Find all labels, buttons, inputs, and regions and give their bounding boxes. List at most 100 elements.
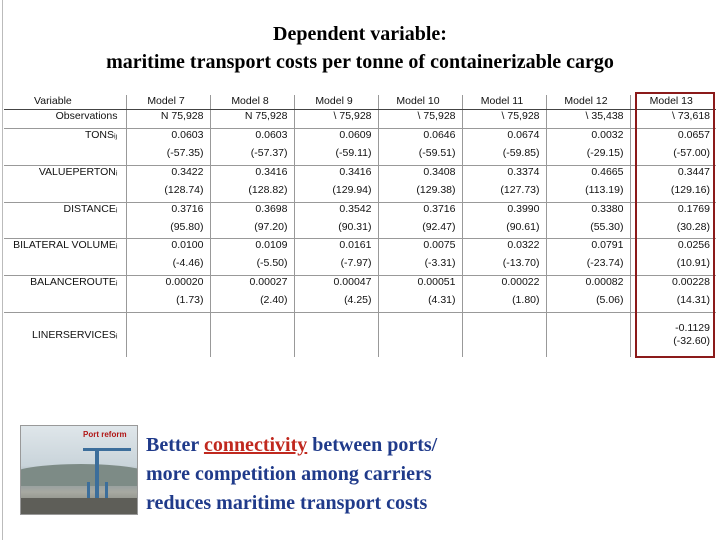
t-statistic-cell: (-59.85) xyxy=(461,146,546,166)
t-statistic-cell: (-29.15) xyxy=(545,146,630,166)
t-statistic-cell: (90.31) xyxy=(293,220,378,240)
coefficient-cell: 0.1769 xyxy=(629,202,716,221)
coefficient-cell: 0.3698 xyxy=(209,202,294,221)
t-statistic-cell: (-7.97) xyxy=(293,257,378,277)
message-keyword: connectivity xyxy=(203,434,308,456)
crane-tower xyxy=(95,448,99,500)
coefficient-cell: 0.0109 xyxy=(209,238,294,258)
coefficient-cell: 0.3990 xyxy=(461,202,546,221)
coefficient-cell: 0.0791 xyxy=(545,238,630,258)
coefficient-cell: 0.3542 xyxy=(293,202,378,221)
key-message: Better connectivity between ports/ more … xyxy=(146,431,706,518)
t-statistic-row: (95.80) (97.20) (90.31) (92.47) (90.61) (55.3… xyxy=(4,220,716,240)
table-cell: N 75,928 xyxy=(209,109,294,130)
liner-services-model-13-cell: -0.1129 (-32.60) xyxy=(629,312,716,357)
t-statistic-cell: (129.94) xyxy=(293,183,378,203)
coefficient-row: TONSᵢⱼ 0.0603 0.0603 0.0609 0.0646 0.0674 0.00… xyxy=(4,128,716,147)
model-header: Model 12 xyxy=(545,95,630,110)
row-label: LINERSERVICESᵢ xyxy=(32,328,118,341)
coefficient-row: DISTANCEᵢ 0.3716 0.3698 0.3542 0.3716 0.3990 0… xyxy=(4,202,716,221)
photo-hill xyxy=(21,464,137,486)
t-statistic-cell: (-57.35) xyxy=(125,146,210,166)
t-statistic-cell: (-59.51) xyxy=(377,146,462,166)
t-statistic-row: (128.74) (128.82) (129.94) (129.38) (127.73)… xyxy=(4,183,716,203)
table-body: Observations N 75,928 N 75,928 \ 75,928 … xyxy=(4,109,716,357)
t-statistic-cell: (-59.11) xyxy=(293,146,378,166)
coefficient-cell: 0.3416 xyxy=(209,165,294,184)
coefficient-row: BALANCEROUTEᵢ 0.00020 0.00027 0.00047 0.0005… xyxy=(4,275,716,295)
row-label: BILATERAL VOLUMEᵢ xyxy=(13,239,118,252)
table-header-row: Variable Model 7 Model 8 Model 9 Model 1… xyxy=(4,95,716,110)
model-header: Model 7 xyxy=(125,95,210,110)
slide-title: Dependent variable: maritime transport c… xyxy=(0,20,720,76)
t-statistic-value: (-32.60) xyxy=(673,335,710,347)
t-statistic-row: (-4.46) (-5.50) (-7.97) (-3.31) (-13.70) (-23… xyxy=(4,257,716,277)
row-label: BALANCEROUTEᵢ xyxy=(30,276,118,289)
t-statistic-cell: (129.16) xyxy=(629,183,716,203)
coefficient-cell: 0.3380 xyxy=(545,202,630,221)
t-statistic-cell: (-57.37) xyxy=(209,146,294,166)
t-statistic-cell: (97.20) xyxy=(209,220,294,240)
row-label-blank xyxy=(4,183,126,203)
t-statistic-row: (1.73) (2.40) (4.25) (4.31) (1.80) (5.06) (14.… xyxy=(4,294,716,314)
t-statistic-cell: (4.25) xyxy=(293,294,378,314)
photo-dock xyxy=(21,498,137,514)
coefficient-row: BILATERAL VOLUMEᵢ 0.0100 0.0109 0.0161 0.007… xyxy=(4,238,716,258)
t-statistic-cell: (128.74) xyxy=(125,183,210,203)
crane-leg xyxy=(105,482,108,500)
model-header: Model 9 xyxy=(293,95,378,110)
table-cell: \ 75,928 xyxy=(461,109,546,130)
message-text: Better xyxy=(146,434,204,456)
coefficient-cell: 0.00051 xyxy=(377,275,462,295)
crane-leg xyxy=(87,482,90,500)
variable-column-header: Variable xyxy=(4,95,126,110)
coefficient-cell: 0.0322 xyxy=(461,238,546,258)
crane-boom xyxy=(83,448,131,451)
photo-caption: Port reform xyxy=(83,430,127,439)
coefficient-cell: 0.3422 xyxy=(125,165,210,184)
coefficient-cell: 0.0603 xyxy=(209,128,294,147)
row-label: VALUEPERTONᵢ xyxy=(38,165,118,178)
title-line-1: Dependent variable: xyxy=(273,23,447,45)
regression-table: Variable Model 7 Model 8 Model 9 Model 1… xyxy=(4,95,716,357)
t-statistic-row: (-57.35) (-57.37) (-59.11) (-59.51) (-59.85)… xyxy=(4,146,716,166)
t-statistic-cell: (-23.74) xyxy=(545,257,630,277)
model-header: Model 10 xyxy=(377,95,462,110)
row-label-blank xyxy=(4,294,126,314)
message-text: between ports/ xyxy=(307,434,438,456)
regression-table-container: Variable Model 7 Model 8 Model 9 Model 1… xyxy=(4,95,716,357)
coefficient-cell: 0.3716 xyxy=(125,202,210,221)
row-label-blank xyxy=(4,220,126,240)
t-statistic-cell: (-57.00) xyxy=(629,146,716,166)
coefficient-cell: 0.3374 xyxy=(461,165,546,184)
coefficient-cell: 0.0674 xyxy=(461,128,546,147)
coefficient-cell: 0.0256 xyxy=(629,238,716,258)
coefficient-cell: 0.3416 xyxy=(293,165,378,184)
t-statistic-cell: (-3.31) xyxy=(377,257,462,277)
title-line-2: maritime transport costs per tonne of co… xyxy=(106,51,614,73)
t-statistic-cell: (113.19) xyxy=(545,183,630,203)
coefficient-cell: 0.3408 xyxy=(377,165,462,184)
coefficient-row: VALUEPERTONᵢ 0.3422 0.3416 0.3416 0.3408 0.33… xyxy=(4,165,716,184)
coefficient-cell: 0.0646 xyxy=(377,128,462,147)
t-statistic-cell: (-4.46) xyxy=(125,257,210,277)
t-statistic-cell: (4.31) xyxy=(377,294,462,314)
table-cell: \ 75,928 xyxy=(293,109,378,130)
t-statistic-cell: (14.31) xyxy=(629,294,716,314)
row-label: TONSᵢⱼ xyxy=(85,129,118,142)
coefficient-cell: 0.0100 xyxy=(125,238,210,258)
coefficient-cell: 0.0609 xyxy=(293,128,378,147)
row-label-blank xyxy=(4,257,126,277)
t-statistic-cell: (95.80) xyxy=(125,220,210,240)
coefficient-cell: 0.0603 xyxy=(125,128,210,147)
liner-services-row: LINERSERVICESᵢ -0.1129 (-32.60) xyxy=(4,312,716,357)
empty-cell xyxy=(125,312,210,357)
empty-cell xyxy=(293,312,378,357)
port-photo: Port reform xyxy=(20,425,138,515)
model-header: Model 8 xyxy=(209,95,294,110)
t-statistic-cell: (90.61) xyxy=(461,220,546,240)
t-statistic-cell: (1.73) xyxy=(125,294,210,314)
coefficient-cell: 0.4665 xyxy=(545,165,630,184)
table-cell: \ 35,438 xyxy=(545,109,630,130)
observations-row: Observations N 75,928 N 75,928 \ 75,928 … xyxy=(4,109,716,130)
